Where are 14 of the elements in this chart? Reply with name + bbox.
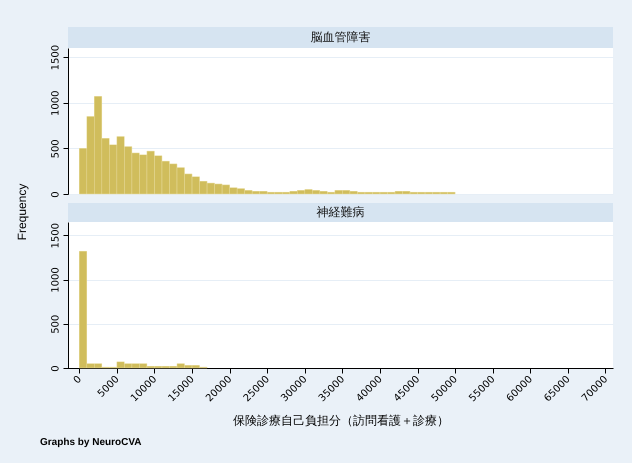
y-tick-label: 1500	[50, 44, 62, 70]
y-tick-label: 500	[50, 139, 62, 158]
y-tick-label: 500	[50, 314, 62, 334]
y-axis-title: Frequency	[15, 184, 29, 240]
text: Graphs by NeuroCVA	[40, 437, 142, 448]
chart-title: 神経難病	[68, 203, 613, 222]
chart-title: 脳血管障害	[68, 27, 613, 48]
y-tick-label: 1500	[50, 223, 62, 248]
y-tick-label: 0	[50, 365, 62, 372]
x-axis-title: 保険診療自己負担分（訪問看護＋診療）	[233, 414, 449, 428]
y-tick-label: 1000	[50, 267, 62, 293]
y-tick-label: 1000	[50, 90, 62, 116]
x-tick-label: 0	[72, 374, 84, 386]
y-tick-label: 0	[50, 191, 62, 198]
